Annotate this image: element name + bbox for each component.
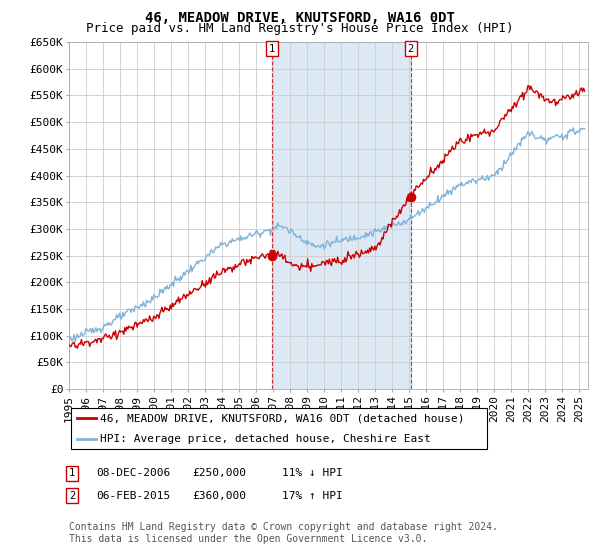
Bar <box>272 42 411 389</box>
Text: £360,000: £360,000 <box>192 491 246 501</box>
Text: HPI: Average price, detached house, Cheshire East: HPI: Average price, detached house, Ches… <box>101 433 431 444</box>
Text: 2: 2 <box>408 44 414 54</box>
Text: 46, MEADOW DRIVE, KNUTSFORD, WA16 0DT: 46, MEADOW DRIVE, KNUTSFORD, WA16 0DT <box>145 11 455 25</box>
Text: Price paid vs. HM Land Registry's House Price Index (HPI): Price paid vs. HM Land Registry's House … <box>86 22 514 35</box>
Text: 1: 1 <box>69 468 75 478</box>
FancyBboxPatch shape <box>71 408 487 449</box>
Text: Contains HM Land Registry data © Crown copyright and database right 2024.
This d: Contains HM Land Registry data © Crown c… <box>69 522 498 544</box>
Text: 08-DEC-2006: 08-DEC-2006 <box>96 468 170 478</box>
Text: 11% ↓ HPI: 11% ↓ HPI <box>282 468 343 478</box>
Text: 46, MEADOW DRIVE, KNUTSFORD, WA16 0DT (detached house): 46, MEADOW DRIVE, KNUTSFORD, WA16 0DT (d… <box>101 413 465 423</box>
Text: 06-FEB-2015: 06-FEB-2015 <box>96 491 170 501</box>
Text: £250,000: £250,000 <box>192 468 246 478</box>
Text: 2: 2 <box>69 491 75 501</box>
Text: 17% ↑ HPI: 17% ↑ HPI <box>282 491 343 501</box>
Text: 1: 1 <box>269 44 275 54</box>
